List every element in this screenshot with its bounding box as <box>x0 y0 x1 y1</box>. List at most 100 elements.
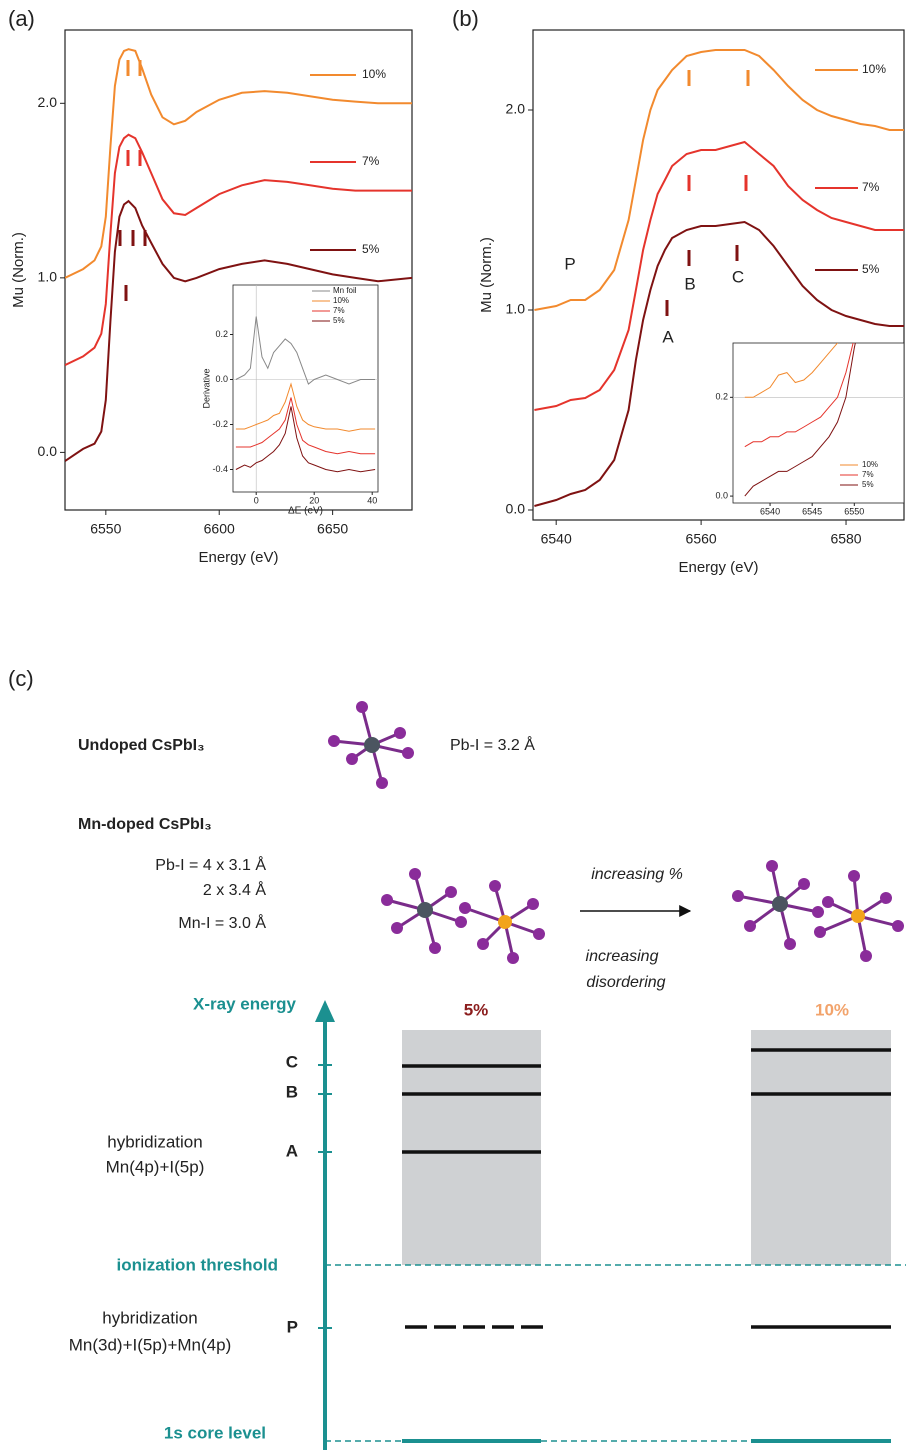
y-tick-label: 0.0 <box>506 501 526 517</box>
iodine-atom <box>356 701 368 713</box>
diagram: (c) Undoped CsPbI₃ Pb-I = 3.2 Å Mn-doped… <box>8 666 906 1450</box>
iodine-atom <box>507 952 519 964</box>
plot-frame <box>733 343 904 503</box>
iodine-atom <box>477 938 489 950</box>
metal-atom <box>498 915 512 929</box>
iodine-atom <box>409 868 421 880</box>
iodine-atom <box>394 727 406 739</box>
legend-label: 7% <box>862 470 874 479</box>
column-label: 10% <box>815 1000 849 1019</box>
x-tick-label: 6580 <box>830 531 861 547</box>
metal-atom <box>417 902 433 918</box>
y-tick-label: 0.0 <box>38 443 58 459</box>
doped-title: Mn-doped CsPbI₃ <box>78 816 212 833</box>
iodine-atom <box>732 890 744 902</box>
core-label: 1s core level <box>164 1423 266 1442</box>
iodine-atom <box>880 892 892 904</box>
legend-label: 10% <box>862 460 878 469</box>
legend-label: 10% <box>333 296 349 305</box>
molecules <box>328 701 904 964</box>
x-tick-label: 20 <box>309 495 319 505</box>
hybrid-label: hybridization <box>107 1132 202 1151</box>
y-tick-label: -0.2 <box>212 419 228 429</box>
doped-bond: 2 x 3.4 Å <box>203 880 266 899</box>
legend-label: 5% <box>333 316 345 325</box>
threshold-label: ionization threshold <box>117 1255 279 1274</box>
annotation: P <box>564 254 575 273</box>
iodine-atom <box>814 926 826 938</box>
figure: 6550660066500.01.02.0Energy (eV)Mu (Norm… <box>0 0 906 1450</box>
iodine-atom <box>391 922 403 934</box>
x-tick-label: 6550 <box>90 521 121 537</box>
iodine-atom <box>402 747 414 759</box>
iodine-atom <box>381 894 393 906</box>
y-tick-label: 1.0 <box>506 301 526 317</box>
arrow-label: disordering <box>586 974 665 991</box>
iodine-atom <box>744 920 756 932</box>
axis-arrow <box>315 1000 335 1022</box>
hybrid-label: Mn(4p)+I(5p) <box>106 1157 205 1176</box>
metal-atom <box>364 737 380 753</box>
y-tick-label: 1.0 <box>38 269 58 285</box>
iodine-atom <box>784 938 796 950</box>
panel-label: (c) <box>8 666 34 691</box>
iodine-atom <box>445 886 457 898</box>
y-axis-label: Derivative <box>201 368 211 408</box>
doped-bond: Mn-I = 3.0 Å <box>178 913 266 932</box>
annotation: A <box>662 327 674 346</box>
panel-label: (b) <box>452 6 479 31</box>
metal-atom <box>851 909 865 923</box>
iodine-atom <box>822 896 834 908</box>
panel-label: (a) <box>8 6 35 31</box>
y-axis-label: Mu (Norm.) <box>478 237 495 313</box>
iodine-atom <box>429 942 441 954</box>
iodine-atom <box>376 777 388 789</box>
y-tick-label: 0.2 <box>715 392 728 402</box>
iodine-atom <box>459 902 471 914</box>
x-tick-label: 6550 <box>844 506 864 516</box>
hybrid-label: Mn(3d)+I(5p)+Mn(4p) <box>69 1335 232 1354</box>
x-tick-label: 6600 <box>204 521 235 537</box>
arrow-label: increasing % <box>591 866 683 883</box>
iodine-atom <box>527 898 539 910</box>
iodine-atom <box>892 920 904 932</box>
iodine-atom <box>489 880 501 892</box>
iodine-atom <box>860 950 872 962</box>
level-label: C <box>286 1052 298 1071</box>
legend-label: 5% <box>862 262 880 276</box>
metal-atom <box>772 896 788 912</box>
annotation: C <box>732 267 744 286</box>
legend-label: 10% <box>862 62 886 76</box>
level-label: A <box>286 1141 298 1160</box>
x-tick-label: 6540 <box>541 531 572 547</box>
y-tick-label: -0.4 <box>212 464 228 474</box>
iodine-atom <box>455 916 467 928</box>
x-axis-label: Energy (eV) <box>198 549 278 566</box>
iodine-atom <box>346 753 358 765</box>
column-label: 5% <box>464 1000 489 1019</box>
legend-label: Mn foil <box>333 286 357 295</box>
annotation: B <box>684 274 695 293</box>
x-tick-label: 6560 <box>686 531 717 547</box>
iodine-atom <box>812 906 824 918</box>
legend-label: 7% <box>333 306 345 315</box>
legend-label: 5% <box>862 480 874 489</box>
y-tick-label: 0.2 <box>215 329 228 339</box>
y-tick-label: 0.0 <box>215 374 228 384</box>
x-tick-label: 6545 <box>802 506 822 516</box>
undoped-title: Undoped CsPbI₃ <box>78 737 205 754</box>
legend-label: 5% <box>362 242 380 256</box>
y-tick-label: 2.0 <box>38 94 58 110</box>
iodine-atom <box>328 735 340 747</box>
y-tick-label: 2.0 <box>506 101 526 117</box>
axis-label: X-ray energy <box>193 994 297 1013</box>
x-tick-label: 40 <box>367 495 377 505</box>
y-axis-label: Mu (Norm.) <box>10 232 27 308</box>
iodine-atom <box>798 878 810 890</box>
iodine-atom <box>848 870 860 882</box>
x-tick-label: 0 <box>254 495 259 505</box>
level-label: B <box>286 1082 298 1101</box>
undoped-bond: Pb-I = 3.2 Å <box>450 735 535 754</box>
legend-label: 10% <box>362 67 386 81</box>
